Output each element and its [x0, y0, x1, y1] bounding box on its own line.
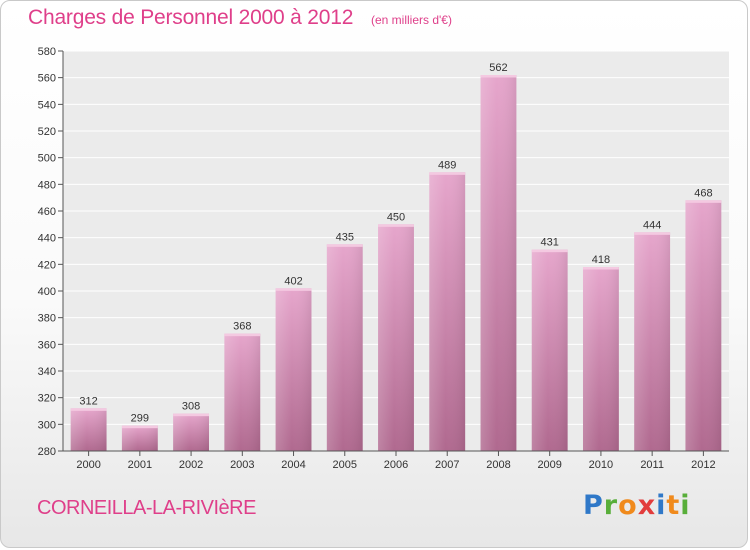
x-tick-label: 2001 — [128, 459, 152, 471]
bar-shading — [378, 224, 414, 451]
bar-top-edge — [224, 333, 261, 337]
y-tick-label: 320 — [38, 393, 56, 405]
data-label: 450 — [387, 211, 405, 223]
bar-shading — [531, 249, 568, 451]
bar-top-edge — [480, 75, 517, 78]
x-tick-label: 2009 — [537, 459, 561, 471]
x-tick-label: 2006 — [384, 459, 408, 471]
bar-top-edge — [378, 224, 414, 227]
bar-shading — [429, 172, 466, 452]
x-tick-label: 2002 — [179, 459, 203, 471]
y-tick-label: 380 — [38, 313, 56, 325]
data-label: 312 — [79, 395, 97, 407]
y-tick-label: 400 — [38, 286, 56, 298]
data-label: 418 — [592, 254, 610, 266]
y-tick-label: 440 — [38, 233, 56, 245]
x-tick-label: 2003 — [230, 459, 254, 471]
bar-top-edge — [275, 288, 312, 291]
bar-shading — [173, 413, 210, 451]
chart-title: Charges de Personnel 2000 à 2012 — [28, 6, 354, 29]
data-label: 562 — [489, 62, 507, 74]
y-tick-label: 360 — [38, 339, 56, 351]
bar-top-edge — [326, 244, 363, 247]
bar-top-edge — [634, 232, 671, 235]
data-label: 402 — [284, 275, 302, 287]
bar-shading — [634, 232, 671, 451]
x-tick-label: 2011 — [640, 459, 664, 471]
y-tick-label: 560 — [38, 73, 56, 85]
bar-top-edge — [173, 413, 210, 417]
proxiti-logo[interactable]: Proxiti — [583, 490, 691, 521]
x-tick-label: 2000 — [76, 459, 100, 471]
data-label: 489 — [438, 159, 456, 171]
data-label: 435 — [336, 231, 354, 243]
bar-shading — [70, 408, 107, 451]
data-label: 431 — [541, 237, 559, 249]
x-tick-label: 2004 — [281, 459, 305, 471]
chart-subtitle: (en milliers d'€) — [371, 13, 452, 27]
x-tick-label: 2010 — [589, 459, 613, 471]
y-tick-label: 420 — [38, 259, 56, 271]
commune-name: CORNEILLA-LA-RIVIèRE — [37, 497, 256, 519]
bar-shading — [121, 425, 158, 451]
y-tick-label: 340 — [38, 366, 56, 378]
y-tick-label: 520 — [38, 126, 56, 138]
y-tick-label: 280 — [38, 446, 56, 458]
y-tick-label: 480 — [38, 179, 56, 191]
bar-top-edge — [582, 267, 619, 270]
bar-top-edge — [70, 408, 107, 411]
x-tick-label: 2008 — [486, 459, 510, 471]
bar-top-edge — [531, 249, 568, 253]
bar-shading — [685, 200, 722, 451]
bar-shading — [224, 333, 261, 451]
y-tick-label: 300 — [38, 419, 56, 431]
data-label: 368 — [233, 321, 251, 333]
x-tick-label: 2005 — [333, 459, 357, 471]
x-tick-label: 2012 — [691, 459, 715, 471]
y-tick-label: 500 — [38, 153, 56, 165]
bar-top-edge — [121, 425, 158, 429]
x-tick-label: 2007 — [435, 459, 459, 471]
data-label: 308 — [182, 401, 200, 413]
y-tick-label: 460 — [38, 206, 56, 218]
bar-shading — [582, 267, 619, 451]
bar-shading — [275, 288, 312, 451]
bar-top-edge — [685, 200, 722, 203]
data-label: 299 — [131, 413, 149, 425]
bar-shading — [326, 244, 363, 451]
data-label: 468 — [694, 187, 712, 199]
bar-shading — [480, 75, 517, 451]
data-label: 444 — [643, 219, 661, 231]
y-tick-label: 540 — [38, 99, 56, 111]
bar-top-edge — [429, 172, 466, 175]
y-tick-label: 580 — [38, 46, 56, 58]
